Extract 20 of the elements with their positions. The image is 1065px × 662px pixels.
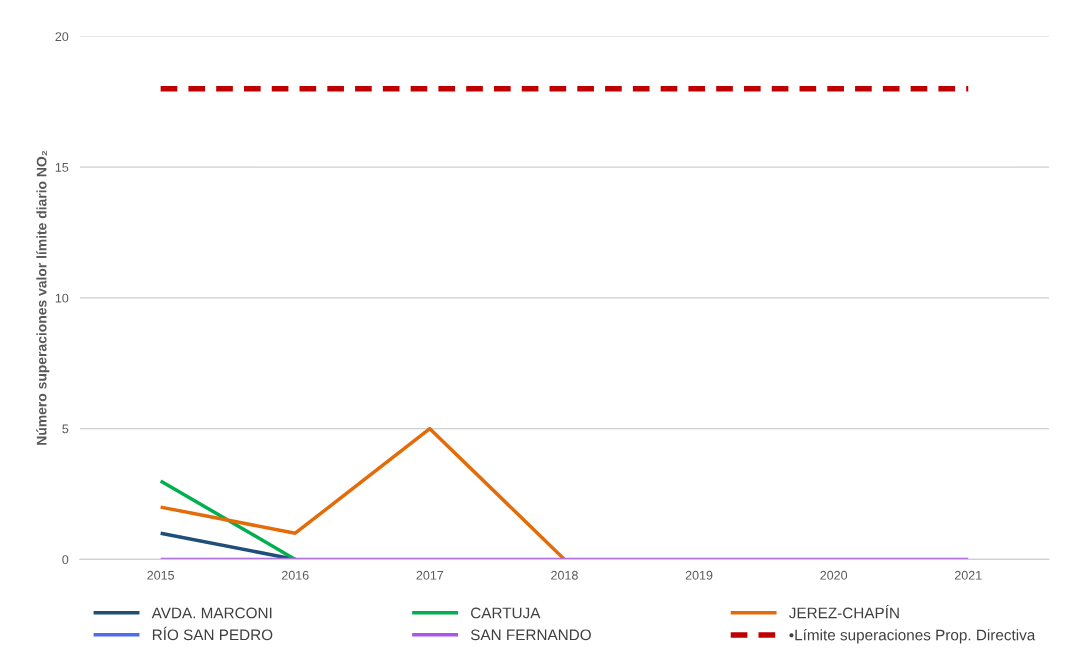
legend-label: SAN FERNANDO bbox=[470, 629, 591, 641]
x-tick-label: 2017 bbox=[416, 570, 444, 580]
x-tick-label: 2021 bbox=[954, 570, 982, 580]
x-tick-label: 2016 bbox=[281, 570, 309, 580]
y-tick-label: 15 bbox=[55, 163, 69, 172]
x-tick-label: 2018 bbox=[551, 570, 578, 580]
x-tick-label: 2019 bbox=[685, 570, 713, 580]
x-tick-label: 2020 bbox=[820, 570, 848, 580]
y-tick-label: 0 bbox=[62, 555, 69, 565]
y-tick-label: 10 bbox=[55, 293, 69, 303]
legend-label: JEREZ-CHAPÍN bbox=[789, 604, 899, 619]
x-tick-label: 2015 bbox=[147, 570, 175, 580]
line-series bbox=[158, 426, 567, 560]
legend-label: •Límite superaciones Prop. Directiva bbox=[789, 629, 1036, 644]
y-tick-label: 20 bbox=[55, 32, 69, 42]
y-tick-label: 5 bbox=[62, 424, 69, 434]
legend-label: CARTUJA bbox=[471, 607, 541, 619]
legend-label: RÍO SAN PEDRO bbox=[152, 626, 273, 641]
y-axis-title: Número superaciones valor límite diario NO₂ bbox=[36, 150, 50, 445]
legend-label: AVDA. MARCONI bbox=[151, 607, 272, 619]
